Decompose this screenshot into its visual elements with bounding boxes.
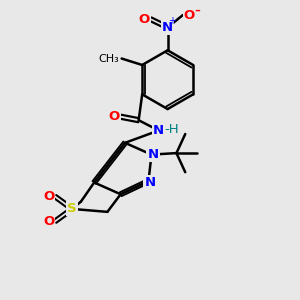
Text: N: N: [162, 21, 173, 34]
Text: +: +: [168, 16, 176, 26]
Text: O: O: [43, 190, 54, 203]
Text: N: N: [147, 148, 158, 161]
Text: N: N: [144, 176, 156, 189]
Text: CH₃: CH₃: [98, 53, 119, 64]
Text: S: S: [67, 202, 77, 215]
Text: N: N: [153, 124, 164, 137]
Text: -: -: [194, 1, 200, 19]
Text: O: O: [184, 8, 195, 22]
Text: O: O: [139, 13, 150, 26]
Text: O: O: [108, 110, 120, 123]
Text: O: O: [43, 215, 54, 228]
Text: -H: -H: [165, 123, 179, 136]
